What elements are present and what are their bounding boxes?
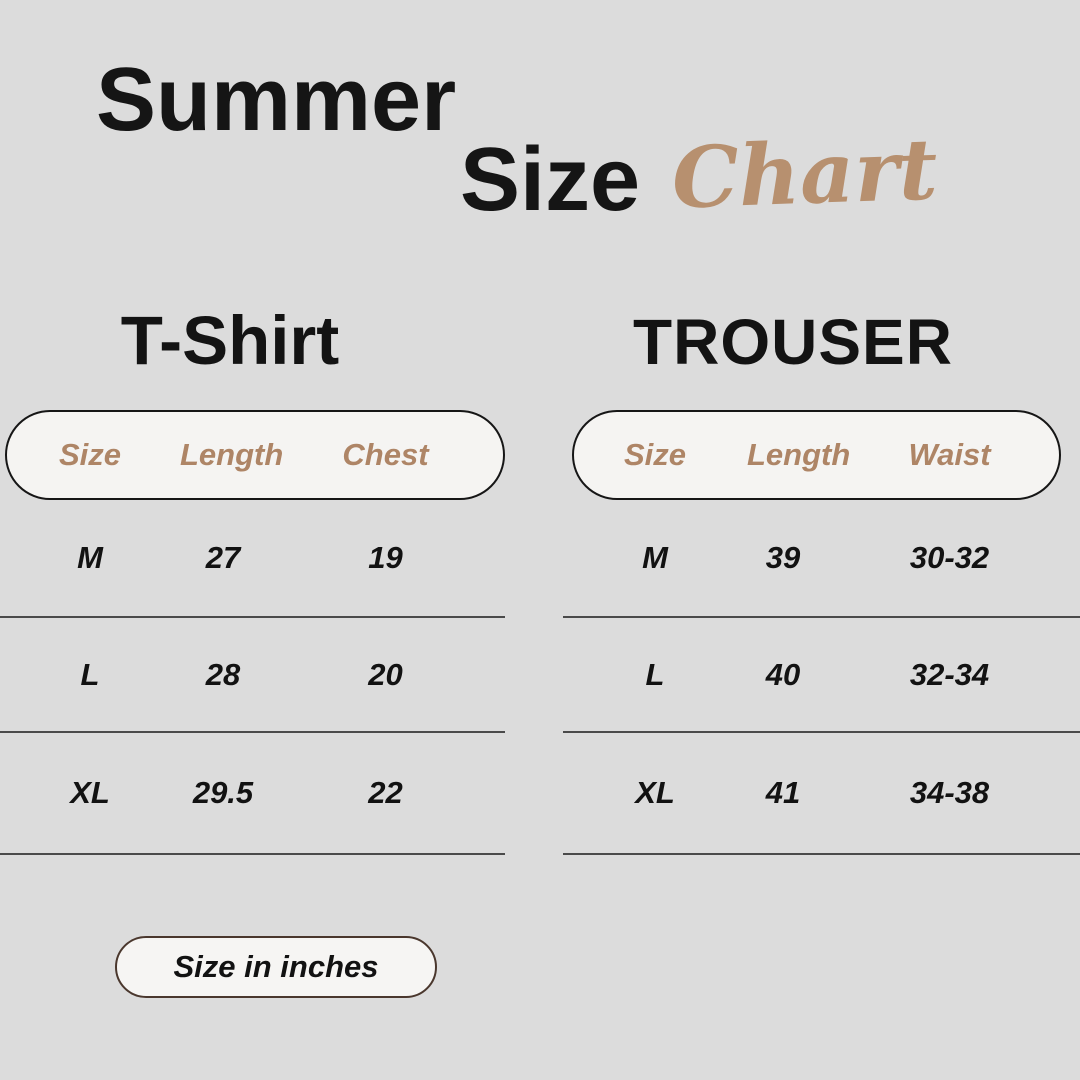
cell-size: L [80, 656, 100, 692]
cell-length: 28 [205, 656, 241, 692]
cell-length: 29.5 [192, 775, 254, 810]
table-row: M 39 30-32 [563, 500, 1080, 618]
tshirt-rows: M 27 19 L 28 20 XL 29.5 22 [0, 500, 505, 855]
cell-chest: 20 [368, 656, 403, 692]
cell-size: L [645, 656, 665, 692]
tshirt-size-table: Size Length Chest M 27 19 L 28 20 XL 29.… [0, 410, 505, 865]
table-row: M 27 19 [0, 500, 505, 618]
cell-length: 41 [765, 775, 801, 810]
column-header-length: Length [747, 437, 851, 472]
cell-size: XL [635, 775, 675, 810]
cell-length: 40 [765, 656, 801, 692]
table-row: L 40 32-34 [563, 618, 1080, 733]
table-row: XL 29.5 22 [0, 733, 505, 855]
column-header-length: Length [180, 437, 284, 472]
trouser-header-row: Size Length Waist [563, 410, 1080, 500]
tshirt-header-pill [5, 410, 505, 500]
poster-title-summer: Summer [96, 50, 457, 150]
cell-length: 27 [205, 540, 241, 575]
trouser-size-table: Size Length Waist M 39 30-32 L 40 32-34 … [563, 410, 1080, 865]
units-note-pill: Size in inches [115, 936, 437, 998]
cell-chest: 22 [368, 775, 403, 810]
trouser-rows: M 39 30-32 L 40 32-34 XL 41 34-38 [563, 500, 1080, 855]
cell-chest: 19 [368, 540, 403, 575]
cell-size: M [642, 540, 668, 575]
poster-title-size: Size [460, 130, 641, 230]
units-note-label: Size in inches [173, 949, 379, 984]
table-row: L 28 20 [0, 618, 505, 733]
column-header-size: Size [623, 437, 687, 472]
trouser-header-pill [572, 410, 1061, 500]
column-header-waist: Waist [908, 437, 991, 472]
cell-waist: 34-38 [909, 775, 990, 810]
column-header-chest: Chest [342, 437, 429, 472]
column-header-size: Size [58, 437, 122, 472]
cell-waist: 32-34 [909, 656, 990, 692]
cell-waist: 30-32 [909, 540, 990, 575]
tshirt-table-title: T-Shirt [120, 302, 340, 379]
trouser-table-title: TROUSER [633, 306, 953, 378]
table-row: XL 41 34-38 [563, 733, 1080, 855]
tshirt-header-row: Size Length Chest [0, 410, 505, 500]
cell-length: 39 [765, 540, 801, 575]
cell-size: M [77, 540, 103, 575]
poster-title-chart-script: Chart [670, 119, 940, 228]
cell-size: XL [70, 775, 110, 810]
